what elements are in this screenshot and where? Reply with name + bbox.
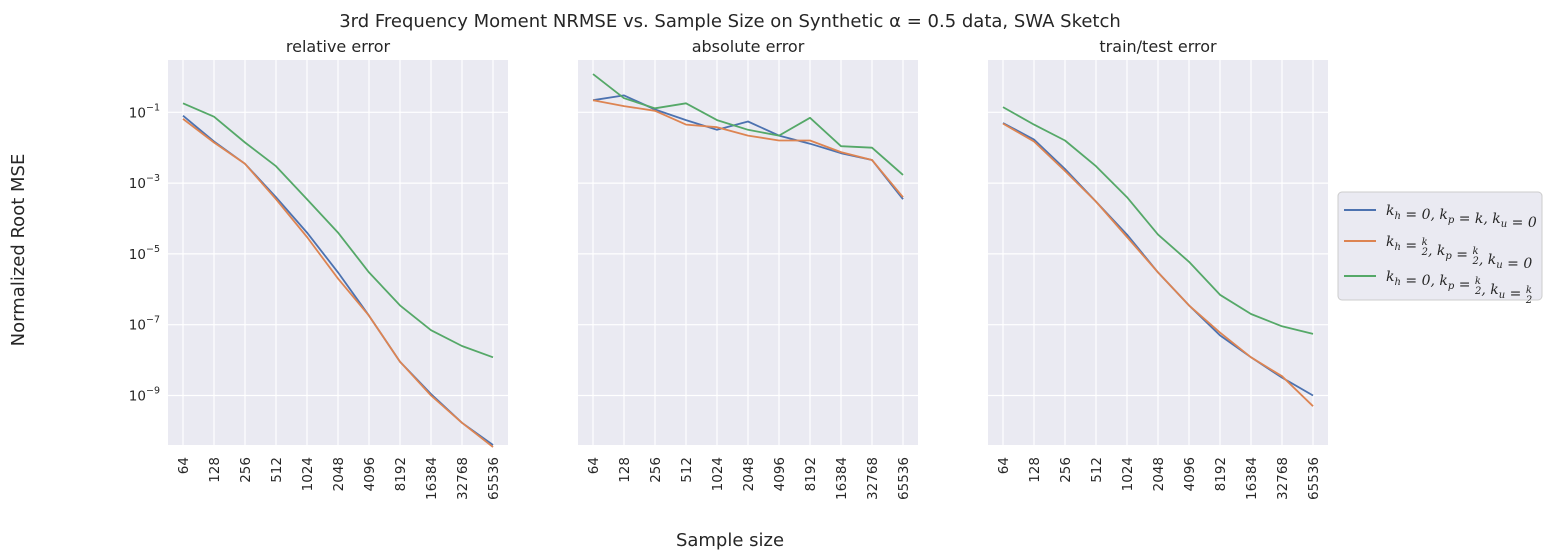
y-tick-label: 10−3 bbox=[129, 173, 160, 192]
y-axis-label: Normalized Root MSE bbox=[8, 154, 29, 347]
x-tick-label: 4096 bbox=[362, 457, 378, 491]
x-tick-label: 512 bbox=[1089, 457, 1105, 483]
figure-title: 3rd Frequency Moment NRMSE vs. Sample Si… bbox=[339, 11, 1121, 32]
x-tick-label: 64 bbox=[996, 457, 1012, 474]
y-tick-label: 10−5 bbox=[129, 244, 160, 263]
x-tick-label: 256 bbox=[1058, 457, 1074, 483]
x-tick-label: 1024 bbox=[300, 457, 316, 491]
x-tick-label: 2048 bbox=[1151, 457, 1167, 491]
x-tick-label: 65536 bbox=[486, 457, 502, 500]
series-line-3 bbox=[182, 102, 494, 359]
x-tick-label: 8192 bbox=[1213, 457, 1229, 491]
x-tick-label: 256 bbox=[648, 457, 664, 483]
x-tick-label: 65536 bbox=[1306, 457, 1322, 500]
panels: 64 128 256 512 1024 2048 4096 8192 16384 32768 655… bbox=[129, 37, 1328, 500]
x-tick-label: 2048 bbox=[331, 457, 347, 491]
x-tick-label: 8192 bbox=[803, 457, 819, 491]
x-tick-label: 16384 bbox=[834, 457, 850, 500]
x-tick-label: 32768 bbox=[1275, 457, 1291, 500]
x-tick-label: 1024 bbox=[710, 457, 726, 491]
x-axis-label: Sample size bbox=[676, 530, 784, 551]
x-tick-label: 128 bbox=[207, 457, 223, 483]
legend-box bbox=[1337, 191, 1543, 301]
x-tick-label: 128 bbox=[617, 457, 633, 483]
x-tick-label: 4096 bbox=[1182, 457, 1198, 491]
x-tick-label: 512 bbox=[679, 457, 695, 483]
series-line-2 bbox=[182, 118, 494, 448]
x-tick-label: 256 bbox=[238, 457, 254, 483]
legend-entry-1: kh = 0, kp = k, ku = 0 bbox=[1386, 203, 1537, 231]
y-tick-label: 10−1 bbox=[129, 102, 160, 121]
x-tick-label: 128 bbox=[1027, 457, 1043, 483]
x-tick-label: 64 bbox=[176, 457, 192, 474]
legend-entry-2: kh = k 2, kp = k 2, ku = 0 bbox=[1386, 234, 1532, 272]
x-tick-label: 32768 bbox=[865, 457, 881, 500]
x-tick-label: 32768 bbox=[455, 457, 471, 500]
x-tick-label: 2048 bbox=[741, 457, 757, 491]
panel-2: 64 128 256 512 1024 2048 4096 8192 16384 32768 655… bbox=[578, 37, 918, 500]
y-tick-label: 10−7 bbox=[129, 315, 160, 334]
subplot-title: absolute error bbox=[692, 37, 805, 56]
panel-3: 64 128 256 512 1024 2048 4096 8192 16384 32768 655… bbox=[988, 37, 1328, 500]
x-tick-label: 64 bbox=[586, 457, 602, 474]
panel-1: 64 128 256 512 1024 2048 4096 8192 16384 32768 655… bbox=[129, 37, 508, 500]
series-line-2 bbox=[592, 99, 904, 198]
x-tick-label: 16384 bbox=[424, 457, 440, 500]
subplot-title: relative error bbox=[286, 37, 391, 56]
x-tick-label: 1024 bbox=[1120, 457, 1136, 491]
series-line-2 bbox=[1002, 122, 1314, 407]
x-tick-label: 4096 bbox=[772, 457, 788, 491]
x-tick-label: 8192 bbox=[393, 457, 409, 491]
x-tick-label: 16384 bbox=[1244, 457, 1260, 500]
legend: kh = 0, kp = k, ku = 0 kh = k 2, kp = k 2, … bbox=[1337, 191, 1543, 306]
x-tick-label: 65536 bbox=[896, 457, 912, 500]
y-tick-label: 10−9 bbox=[129, 386, 160, 405]
series-line-3 bbox=[1002, 106, 1314, 335]
x-tick-label: 512 bbox=[269, 457, 285, 483]
subplot-title: train/test error bbox=[1099, 37, 1217, 56]
series-line-3 bbox=[592, 73, 904, 176]
